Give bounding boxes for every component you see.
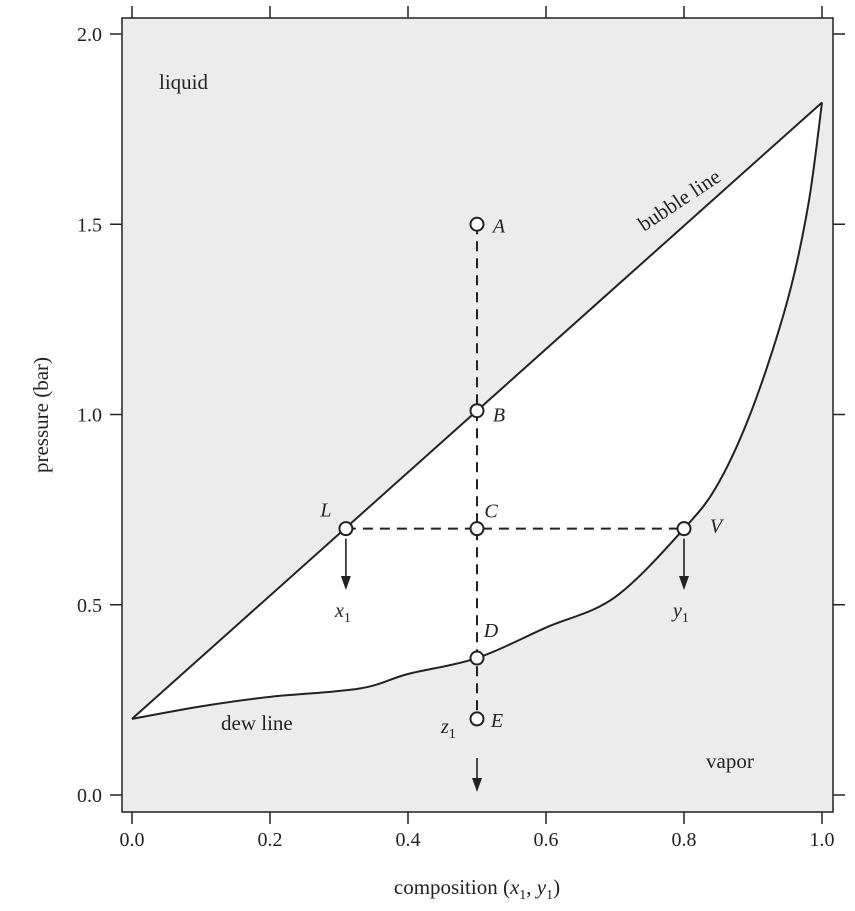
y-axis-label: pressure (bar) [29,357,53,473]
point-label-d: D [483,620,499,642]
y1-label: y1 [671,600,689,626]
ticks-group [110,6,845,824]
y-tick-label: 1.5 [77,214,102,236]
liquid-region-label: liquid [159,70,209,94]
arrow-z1 [472,758,482,792]
x-tick-label: 0.4 [396,829,421,851]
y-tick-label: 1.0 [77,405,102,427]
y-tick-label: 2.0 [77,24,102,46]
point-l [338,521,354,537]
x-tick-label: 0.0 [120,829,145,851]
dew-line-curve [131,102,823,720]
x-tick-label: 1.0 [810,829,835,851]
point-label-e: E [490,710,503,732]
tick-labels-group: 0.0 0.2 0.4 0.6 0.8 1.0 0.0 0.5 1.0 1.5 2.0 [77,24,835,851]
x-axis-label: composition (x1, y1) [394,875,560,903]
arrows-group [340,538,689,792]
point-c [469,521,485,537]
point-label-a: A [491,215,506,237]
x-tick-label: 0.6 [534,829,559,851]
arrow-x1 [340,538,351,590]
x-tick-label: 0.2 [258,829,283,851]
point-v [676,521,692,537]
dew-line-label: dew line [221,711,293,735]
point-label-v: V [710,516,725,538]
points-group: A B C D E L V [319,215,725,732]
point-label-b: B [493,405,505,427]
arrow-y1 [679,538,689,590]
x-tick-label: 0.8 [672,829,697,851]
y-tick-label: 0.5 [77,595,102,617]
point-label-c: C [484,501,498,523]
vapor-region-label: vapor [706,749,754,773]
z1-label: z1 [440,716,456,742]
point-label-l: L [319,500,331,522]
point-d [469,650,485,666]
x1-label: x1 [334,600,351,626]
point-e [469,711,485,727]
point-a [469,216,485,232]
y-tick-label: 0.0 [77,785,102,807]
point-b [469,403,485,419]
